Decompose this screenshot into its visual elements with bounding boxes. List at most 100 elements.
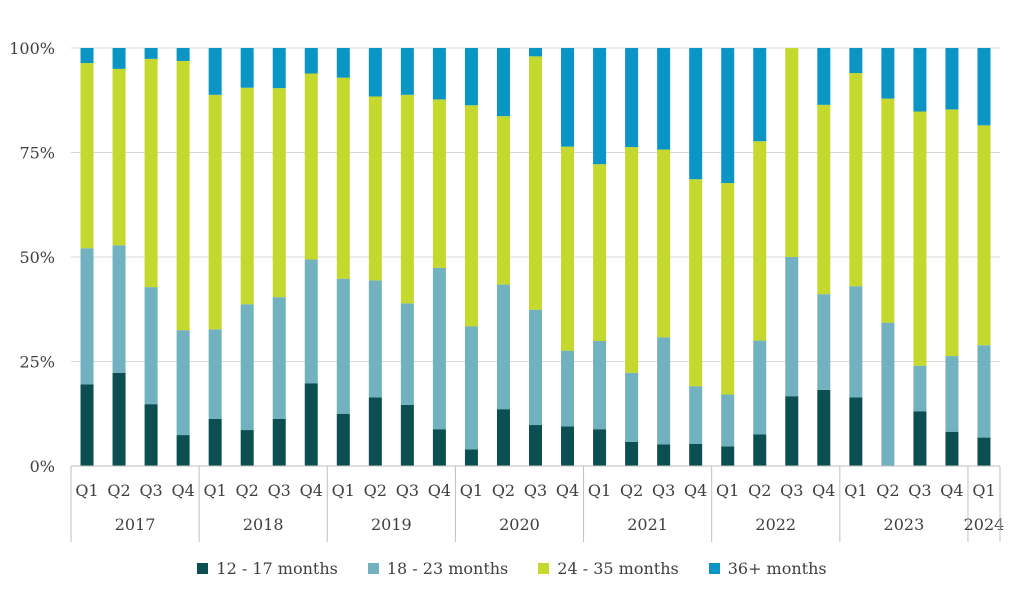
bar-segment-series-2 [913,111,927,366]
x-tick-label: Q1 [204,481,227,500]
bar-segment-series-0 [496,409,510,466]
bar-segment-series-1 [689,386,703,444]
bar-segment-series-0 [272,418,286,466]
bar-segment-series-2 [400,94,414,304]
bar-segment-series-2 [464,105,478,327]
bar-segment-series-2 [368,96,382,281]
legend-swatch-12-17-months [197,562,209,574]
bar-segment-series-2 [625,147,639,373]
bar-segment-series-1 [176,330,190,436]
bar-segment-series-3 [945,48,959,110]
bar-segment-series-1 [945,356,959,432]
bar-segment-series-3 [400,48,414,95]
bar-segment-series-1 [625,372,639,442]
x-tick-label: Q2 [492,481,515,500]
bar-segment-series-2 [208,94,222,330]
bar-segment-series-1 [80,248,94,385]
legend-item-12-17-months: 12 - 17 months [197,558,338,578]
bar-segment-series-2 [144,58,158,288]
x-tick-label: Q2 [876,481,899,500]
bar-segment-series-0 [977,437,991,466]
bar-segment-series-2 [432,99,446,268]
bar-segment-series-3 [529,48,542,57]
x-tick-label: Q2 [364,481,387,500]
legend-label-12-17-months: 12 - 17 months [216,558,338,578]
bar-segment-series-1 [785,257,799,397]
bar-segment-series-3 [625,48,639,148]
bar-segment-series-3 [336,48,350,78]
bar-segment-series-2 [721,183,735,395]
x-tick-label: Q3 [780,481,803,500]
bar-segment-series-3 [593,48,607,165]
bar-segment-series-1 [496,284,510,410]
bar-segment-series-2 [753,141,767,341]
x-tick-label: Q1 [844,481,867,500]
x-tick-label: Q1 [332,481,355,500]
bar-segment-series-2 [785,48,799,257]
bar-segment-series-1 [529,309,542,426]
bar-segment-series-3 [176,48,190,61]
bar-segment-series-0 [400,404,414,466]
x-group-label: 2020 [499,515,540,534]
bar-segment-series-0 [208,418,222,466]
x-tick-label: Q3 [268,481,291,500]
bar-segment-series-1 [593,341,607,430]
bar-segment-series-3 [753,48,767,142]
x-tick-label: Q3 [652,481,675,500]
bar-segment-series-0 [721,446,735,466]
bar-segment-series-3 [913,48,927,112]
x-tick-label: Q2 [620,481,643,500]
bar-segment-series-3 [368,48,382,97]
bar-segment-series-1 [112,245,126,373]
bar-segment-series-3 [80,48,94,64]
bar-segment-series-0 [368,397,382,466]
x-tick-label: Q1 [972,481,995,500]
legend-label-36-plus-months: 36+ months [727,558,827,578]
bar-segment-series-2 [561,146,575,351]
bar-segment-series-1 [400,303,414,405]
bar-segment-series-2 [304,73,318,260]
legend-swatch-18-23-months [367,562,379,574]
x-tick-label: Q3 [524,481,547,500]
x-tick-label: Q1 [460,481,483,500]
legend-item-36-plus-months: 36+ months [708,558,827,578]
bar-segment-series-1 [817,294,831,390]
x-group-label: 2019 [371,515,412,534]
bar-segment-series-0 [561,426,575,466]
legend-item-18-23-months: 18 - 23 months [367,559,508,578]
x-tick-label: Q4 [171,481,194,500]
bar-segment-series-2 [240,87,254,305]
y-tick-label: 50% [19,248,55,267]
bar-segment-series-2 [496,116,510,285]
y-axis: 0% 25% 50% 75% 100% [9,39,55,476]
bar-segment-series-3 [881,48,895,99]
x-group-label: 2023 [884,515,925,534]
bar-segment-series-0 [657,444,671,466]
legend-swatch-24-35-months [538,562,550,574]
bar-segment-series-2 [977,125,991,346]
bar-segment-series-2 [112,68,126,246]
x-tick-label: Q1 [75,481,98,500]
bar-segment-series-0 [817,389,831,466]
bar-segment-series-0 [464,449,478,466]
bar-segment-series-3 [496,48,510,117]
bar-segment-series-0 [304,383,318,466]
bar-segment-series-1 [753,340,767,435]
bar-segment-series-2 [272,88,286,298]
bar-segment-series-0 [849,397,863,466]
bar-segment-series-1 [464,326,478,450]
x-tick-label: Q2 [748,481,771,500]
bar-segment-series-2 [80,63,94,249]
bar-segment-series-3 [849,48,863,74]
bar-segment-series-1 [913,365,927,412]
bars [80,48,991,466]
legend: 12 - 17 months 18 - 23 months 24 - 35 mo… [0,556,1024,580]
x-group-label: 2018 [243,515,284,534]
x-tick-label: Q2 [107,481,130,500]
bar-segment-series-3 [208,48,222,95]
bar-segment-series-3 [721,48,735,184]
legend-swatch-36-plus-months [708,562,720,574]
bar-segment-series-0 [80,384,94,466]
bar-segment-series-0 [945,431,959,466]
